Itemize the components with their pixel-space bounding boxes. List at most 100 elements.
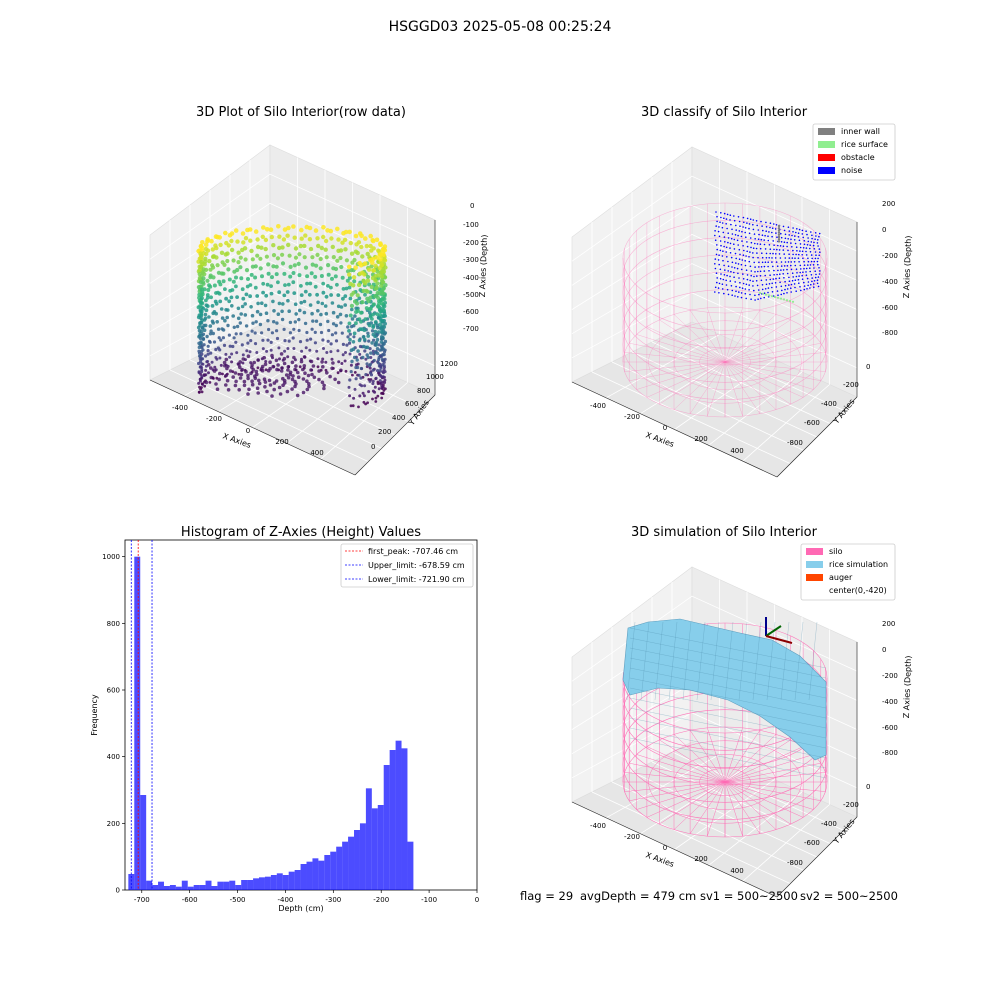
p1-point	[203, 384, 207, 388]
histogram-bar	[128, 874, 135, 890]
p2-noise-point	[731, 261, 734, 264]
p2-noise-point	[742, 216, 745, 219]
p2-noise-point	[807, 240, 810, 243]
p2-noise-point	[744, 227, 747, 229]
p1-point	[326, 339, 330, 343]
p2-noise-point	[735, 257, 737, 260]
p2-noise-point	[812, 264, 815, 266]
p1-point	[314, 319, 319, 323]
p1-point	[353, 265, 358, 271]
p4-rice-mesh-line	[766, 621, 776, 701]
histogram-bar	[241, 880, 248, 890]
p1-point	[271, 253, 277, 258]
p1-point	[288, 320, 293, 325]
histogram-x-tick-label: 0	[475, 896, 479, 904]
p1-point	[290, 377, 295, 382]
p2-noise-point	[810, 231, 812, 233]
p1-point	[383, 370, 387, 374]
p4-silo-ring	[622, 709, 828, 821]
p2-noise-point	[729, 280, 732, 282]
p2-noise-point	[743, 249, 745, 252]
p1-point	[324, 294, 329, 299]
p1-point	[381, 391, 384, 395]
p2-x-tick: -200	[624, 413, 640, 421]
p2-gridline	[742, 384, 830, 462]
p2-noise-point	[761, 261, 764, 264]
p1-point	[317, 377, 321, 382]
p2-noise-point	[815, 235, 817, 237]
p1-x-tick: 200	[275, 438, 288, 446]
p2-noise-point	[754, 238, 756, 240]
p1-point	[321, 357, 325, 361]
p2-noise-point	[786, 288, 789, 290]
p2-noise-point	[798, 261, 800, 263]
p1-point	[288, 274, 293, 279]
histogram-bar	[181, 880, 188, 890]
p2-noise-point	[798, 239, 801, 242]
p2-noise-point	[802, 271, 804, 274]
p2-noise-point	[781, 289, 783, 292]
p2-silo-spoke	[724, 361, 777, 410]
p2-noise-point	[794, 257, 796, 260]
histogram-bar	[211, 886, 218, 890]
p4-x-label: X Axies	[644, 850, 675, 869]
p1-point	[292, 355, 296, 360]
histogram-bar	[163, 886, 170, 890]
p2-noise-point	[723, 236, 726, 238]
p2-noise-point	[754, 266, 756, 268]
p1-point	[330, 366, 334, 371]
p1-point	[330, 244, 335, 250]
p1-point	[269, 291, 274, 296]
histogram-bars	[128, 556, 414, 890]
p1-point	[233, 228, 239, 233]
legend-swatch-silo	[806, 548, 823, 555]
p1-point	[302, 255, 307, 260]
p1-point	[345, 343, 349, 347]
p1-point	[249, 248, 254, 254]
p2-noise-point	[809, 270, 811, 273]
p1-point	[286, 365, 291, 369]
p1-point	[208, 340, 212, 344]
p2-rice-surface-point	[770, 295, 774, 298]
p1-point	[299, 227, 304, 233]
p1-point	[367, 390, 371, 394]
p2-noise-point	[733, 271, 735, 274]
p2-noise-point	[718, 263, 720, 266]
p1-point	[216, 327, 221, 331]
p2-noise-point	[725, 279, 727, 282]
p1-point	[348, 332, 352, 336]
p2-noise-point	[720, 216, 722, 219]
p2-noise-point	[746, 217, 749, 220]
p1-point	[321, 234, 326, 240]
p2-noise-point	[779, 245, 782, 247]
p2-noise-point	[757, 289, 760, 291]
p1-point	[377, 387, 381, 391]
p4-rice-mesh-line	[629, 697, 827, 739]
p1-point	[277, 385, 282, 390]
p2-silo-spoke	[724, 342, 821, 363]
p2-rice-surface-point	[791, 300, 795, 303]
p1-point	[325, 371, 329, 375]
p1-point	[221, 271, 226, 276]
p1-point	[368, 347, 372, 351]
p1-point	[348, 337, 352, 342]
p1-point	[293, 384, 297, 389]
histogram-y-tick-label: 0	[116, 887, 120, 895]
p1-point	[217, 336, 221, 340]
p2-silo-spoke	[629, 361, 726, 382]
p1-point	[365, 278, 371, 283]
p2-noise-point	[746, 278, 749, 281]
p1-point	[382, 325, 387, 329]
p2-silo-spoke	[659, 319, 726, 363]
p2-silo-ring	[622, 254, 828, 366]
p2-noise-point	[812, 283, 815, 285]
p2-noise-point	[723, 274, 726, 276]
p1-point	[302, 355, 307, 359]
p1-point	[341, 287, 346, 291]
p1-point	[218, 242, 223, 248]
p2-noise-point	[790, 261, 792, 263]
p2-noise-point	[749, 218, 752, 220]
p2-noise-point	[714, 234, 716, 237]
p2-noise-point	[780, 236, 783, 239]
p4-auger-axes	[765, 617, 793, 644]
